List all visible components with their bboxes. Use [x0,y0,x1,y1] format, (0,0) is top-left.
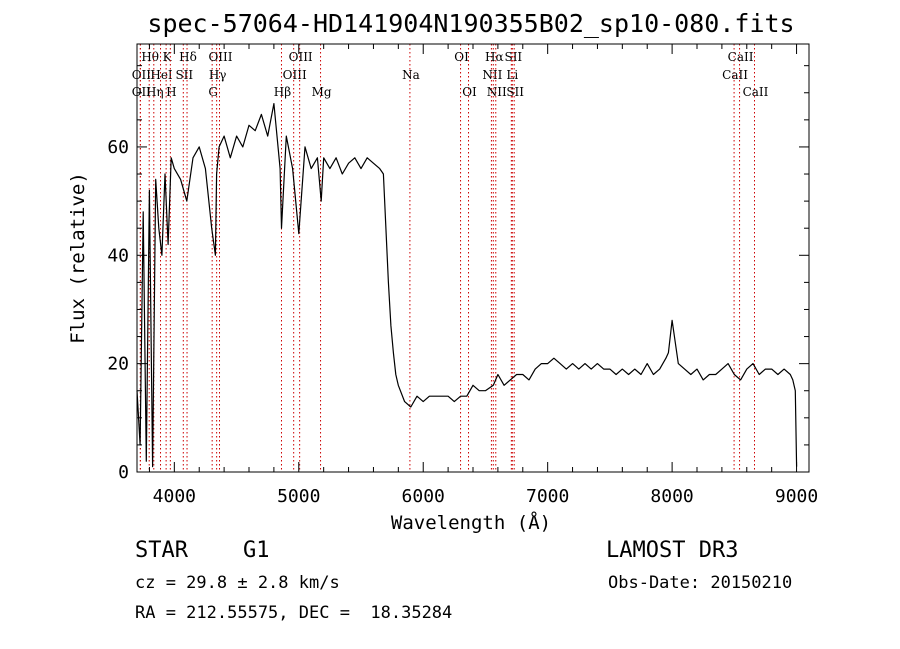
line-marker-label: OIII [208,50,232,64]
line-marker-label: SII [175,68,193,82]
line-marker-label: Hγ [209,68,227,82]
line-marker-label: Hα [485,50,504,64]
line-marker-label: CaII [743,85,769,99]
redshift-text: cz = 29.8 ± 2.8 km/s [135,573,340,593]
line-marker-label: OI [462,85,477,99]
line-marker-label: H [166,85,176,99]
line-markers: HθOIIOIIHηHeIKHSIIHδGHγOIIIHβOIIIOIIIMgN… [132,44,769,472]
object-subclass: G1 [243,538,270,563]
line-marker-label: Na [402,68,420,82]
line-marker-label: OIII [289,50,313,64]
y-tick-label: 20 [107,354,129,375]
line-marker-label: CaII [722,68,748,82]
line-marker-label: Hβ [274,85,291,99]
line-marker-label: HeI [150,68,173,82]
y-tick-label: 0 [118,462,129,483]
line-marker-label: Hθ [141,50,159,64]
line-marker-label: K [163,50,173,64]
line-marker-label: Hη [146,85,164,99]
y-axis-label: Flux (relative) [67,172,89,344]
y-tick-label: 40 [107,245,129,266]
plot-frame [136,43,810,473]
survey-name: LAMOST DR3 [606,538,739,563]
spectrum-series-line [136,102,798,468]
line-marker-label: SII [504,50,522,64]
y-axis-ticks: 0 20 40 60 [107,65,809,483]
x-axis-label: Wavelength (Å) [391,511,551,534]
y-tick-label: 60 [107,137,129,158]
line-marker-label: Hδ [179,50,197,64]
chart-title: spec-57064-HD141904N190355B02_sp10-080.f… [147,9,794,38]
x-axis-ticks: 4000 5000 6000 7000 8000 9000 [148,44,818,507]
line-marker-label: OII [132,68,152,82]
line-marker-label: SII [506,85,524,99]
x-tick-label: 9000 [775,486,818,507]
line-marker-label: NII [487,85,507,99]
line-marker-label: Li [506,68,518,82]
x-tick-label: 5000 [277,486,320,507]
x-tick-label: 7000 [526,486,569,507]
x-tick-label: 6000 [402,486,445,507]
object-class: STAR [135,538,188,563]
line-marker-label: NII [482,68,502,82]
x-tick-label: 4000 [153,486,196,507]
line-marker-label: G [208,85,218,99]
line-marker-label: OIII [283,68,307,82]
x-tick-label: 8000 [650,486,693,507]
line-marker-label: OI [454,50,469,64]
line-marker-label: Mg [312,85,332,99]
coordinates-text: RA = 212.55575, DEC = 18.35284 [135,603,453,623]
line-marker-label: CaII [728,50,754,64]
obs-date-text: Obs-Date: 20150210 [608,573,793,593]
